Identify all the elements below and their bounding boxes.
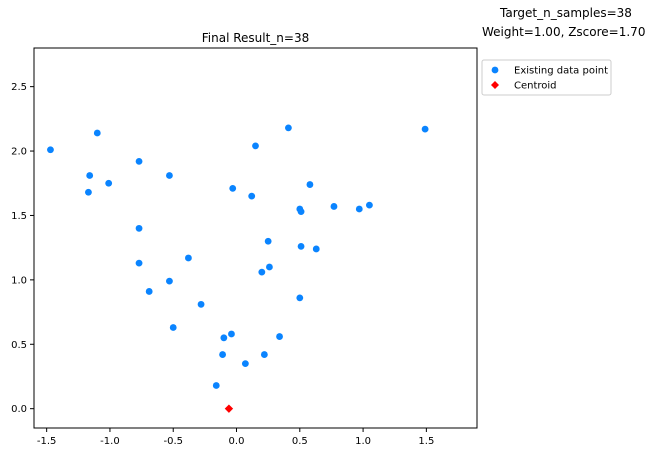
legend-marker-existing	[491, 66, 499, 74]
data-point	[266, 263, 273, 271]
data-point	[330, 203, 338, 210]
chart-title: Final Result_n=38	[202, 31, 309, 45]
data-point	[264, 237, 272, 245]
x-tick-label: -0.5	[163, 436, 183, 447]
y-tick-label: 2.5	[11, 82, 27, 93]
y-tick-label: 2.0	[11, 147, 27, 158]
data-point	[248, 192, 256, 200]
data-point	[197, 300, 205, 308]
data-point	[135, 157, 143, 165]
legend-marker-centroid	[491, 81, 499, 89]
x-tick-label: 1.0	[355, 436, 371, 447]
plot-area-frame	[33, 47, 478, 429]
y-tick-label: 0.0	[11, 404, 27, 415]
data-point	[228, 330, 235, 338]
data-point	[86, 172, 94, 179]
x-tick-label: 0.0	[229, 436, 245, 447]
data-point	[260, 351, 268, 358]
data-point	[366, 201, 373, 209]
data-point	[145, 288, 153, 295]
data-point	[169, 324, 177, 331]
data-point	[296, 294, 304, 302]
data-point	[219, 351, 226, 358]
data-point	[93, 129, 101, 137]
data-point	[258, 268, 266, 276]
data-point	[212, 382, 220, 389]
x-tick-label: 1.5	[418, 436, 434, 447]
target-samples-title: Target_n_samples=38	[500, 6, 632, 20]
data-point	[185, 254, 192, 262]
data-point	[105, 179, 113, 187]
data-point	[135, 224, 143, 232]
centroid-point	[224, 404, 234, 413]
legend-label-centroid: Centroid	[514, 81, 557, 92]
data-point	[241, 360, 249, 367]
x-tick-label: -1.5	[37, 436, 57, 447]
y-tick-label: 0.5	[11, 340, 27, 351]
weight-zscore-title: Weight=1.00, Zscore=1.70	[482, 25, 646, 39]
data-point	[220, 334, 228, 342]
data-point	[135, 259, 143, 267]
data-point	[85, 188, 92, 196]
data-point	[306, 181, 314, 188]
data-point	[252, 142, 259, 150]
legend-label-existing: Existing data point	[514, 66, 608, 77]
data-point	[47, 146, 54, 154]
data-point	[285, 124, 292, 132]
data-point	[166, 172, 173, 179]
data-point	[297, 242, 305, 250]
data-point	[276, 333, 283, 340]
data-point	[312, 245, 320, 253]
y-tick-label: 1.0	[11, 275, 27, 286]
data-point	[297, 208, 305, 215]
data-point	[421, 125, 429, 133]
data-point	[166, 277, 173, 285]
x-tick-label: 0.5	[292, 436, 308, 447]
x-tick-label: -1.0	[100, 436, 120, 447]
data-point	[229, 185, 237, 192]
data-point	[355, 205, 363, 213]
y-tick-label: 1.5	[11, 211, 27, 222]
legend-box	[481, 59, 612, 96]
